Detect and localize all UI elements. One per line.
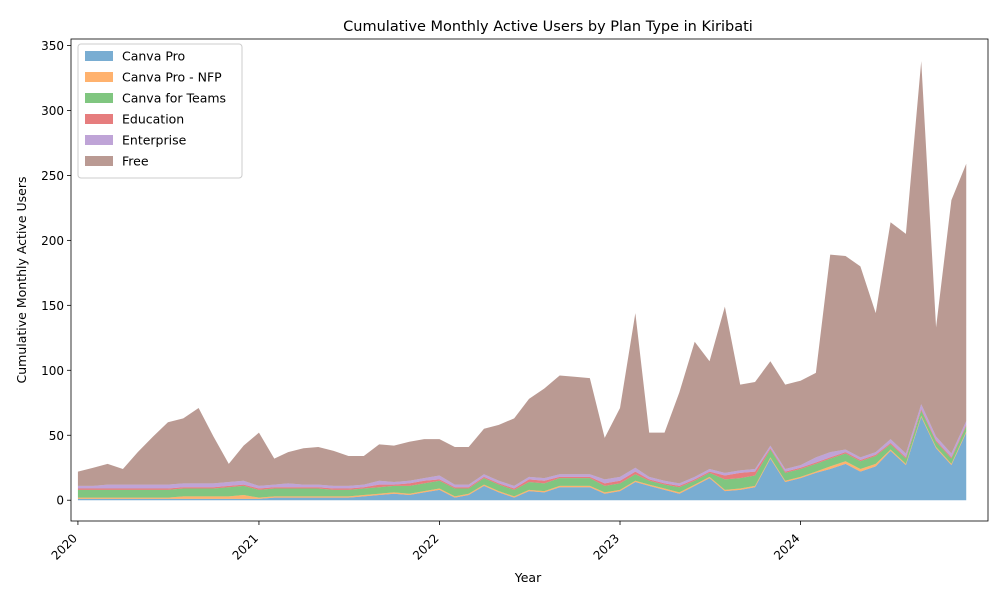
area-series-free — [77, 61, 967, 486]
legend-label-education: Education — [122, 112, 184, 127]
legend-label-free: Free — [122, 154, 149, 169]
x-axis-title: Year — [514, 570, 542, 585]
y-tick-label: 350 — [41, 39, 64, 53]
y-tick-label: 100 — [41, 364, 64, 378]
y-tick-label: 200 — [41, 234, 64, 248]
stacked-areas — [77, 61, 967, 501]
legend-swatch-canva-for-teams — [85, 93, 113, 103]
plot-frame — [70, 38, 989, 522]
y-tick-label: 50 — [49, 429, 64, 443]
legend: Canva Pro Canva Pro - NFP Canva for Teams E… — [77, 43, 243, 179]
y-tick-label: 300 — [41, 104, 64, 118]
y-tick-label: 0 — [56, 494, 64, 508]
chart-title: Cumulative Monthly Active Users by Plan … — [343, 19, 753, 35]
y-tick-label: 250 — [41, 169, 64, 183]
legend-label-canva-pro-nfp: Canva Pro - NFP — [122, 70, 222, 85]
legend-swatch-canva-pro-nfp — [85, 72, 113, 82]
y-tick-label: 150 — [41, 299, 64, 313]
legend-swatch-education — [85, 114, 113, 124]
legend-label-enterprise: Enterprise — [122, 133, 187, 148]
legend-label-canva-pro: Canva Pro — [122, 49, 185, 64]
legend-label-canva-for-teams: Canva for Teams — [122, 91, 226, 106]
area-series-canva-pro — [77, 417, 967, 501]
y-axis-title: Cumulative Monthly Active Users — [14, 177, 29, 384]
legend-swatch-canva-pro — [85, 51, 113, 61]
legend-box — [77, 43, 243, 179]
legend-swatch-enterprise — [85, 135, 113, 145]
legend-swatch-free — [85, 156, 113, 166]
